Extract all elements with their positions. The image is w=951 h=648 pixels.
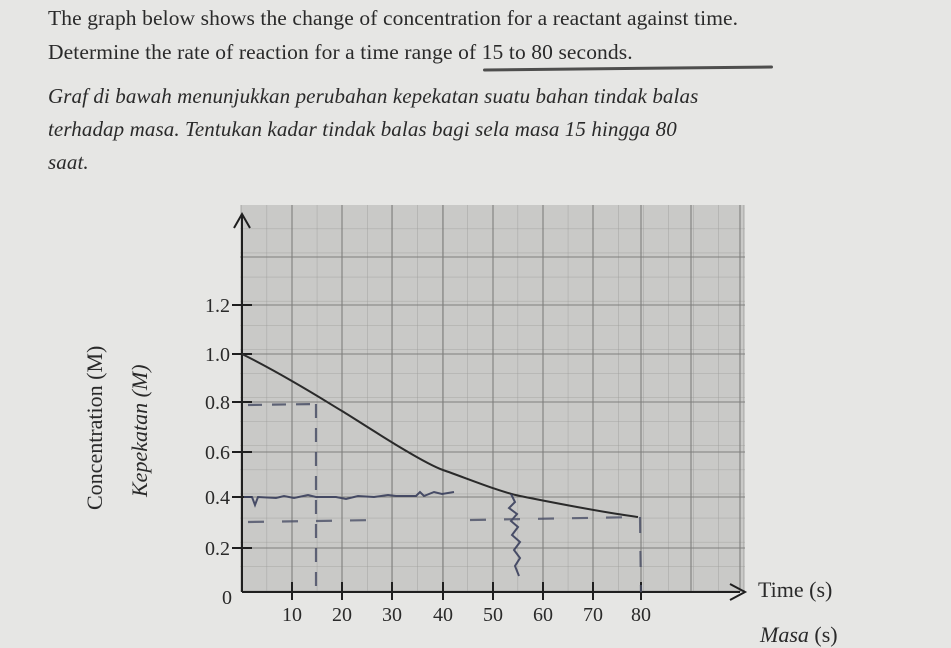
x-axis-label-malay: Masa (s) [760, 622, 838, 648]
annotation-wavy-041 [244, 490, 522, 577]
x-tick-label: 30 [382, 604, 402, 626]
x-tick-label: 20 [332, 604, 352, 626]
x-tick-label: 70 [583, 604, 603, 626]
x-tick-label: 50 [483, 604, 503, 626]
x-tick-label: 80 [631, 604, 651, 626]
y-tick-label: 0.8 [205, 392, 230, 414]
x-tick-label: 60 [533, 604, 553, 626]
question-en-line2: Determine the rate of reaction for a tim… [48, 40, 633, 64]
y-tick-label: 0.6 [205, 442, 230, 464]
y-tick-label: 0.4 [205, 487, 230, 509]
y-tick-label: 1.2 [205, 295, 230, 317]
x-tick-label: 40 [433, 604, 453, 626]
question-en-line1: The graph below shows the change of conc… [48, 6, 739, 30]
annotation-080 [247, 515, 643, 593]
question-ms-line3: saat. [48, 150, 89, 174]
x-axis-label-malay-word: Masa [760, 622, 809, 647]
y-tick-label: 1.0 [205, 344, 230, 366]
x-tick-label: 10 [282, 604, 302, 626]
x-axis-label-english: Time (s) [758, 577, 833, 602]
question-ms-line2: terhadap masa. Tentukan kadar tindak bal… [48, 117, 677, 141]
y-axis [233, 211, 251, 592]
y-axis-label-malay: Kepekatan (M) [127, 364, 152, 497]
x-axis [242, 583, 748, 601]
y-axis-label-english: Concentration (M) [82, 345, 107, 510]
question-ms-line1: Graf di bawah menunjukkan perubahan kepe… [48, 84, 699, 108]
origin-label: 0 [222, 587, 232, 609]
x-axis-label-malay-unit: (s) [808, 622, 838, 647]
annotation-015 [247, 402, 318, 590]
y-tick-label: 0.2 [205, 538, 230, 560]
concentration-curve [241, 353, 639, 518]
